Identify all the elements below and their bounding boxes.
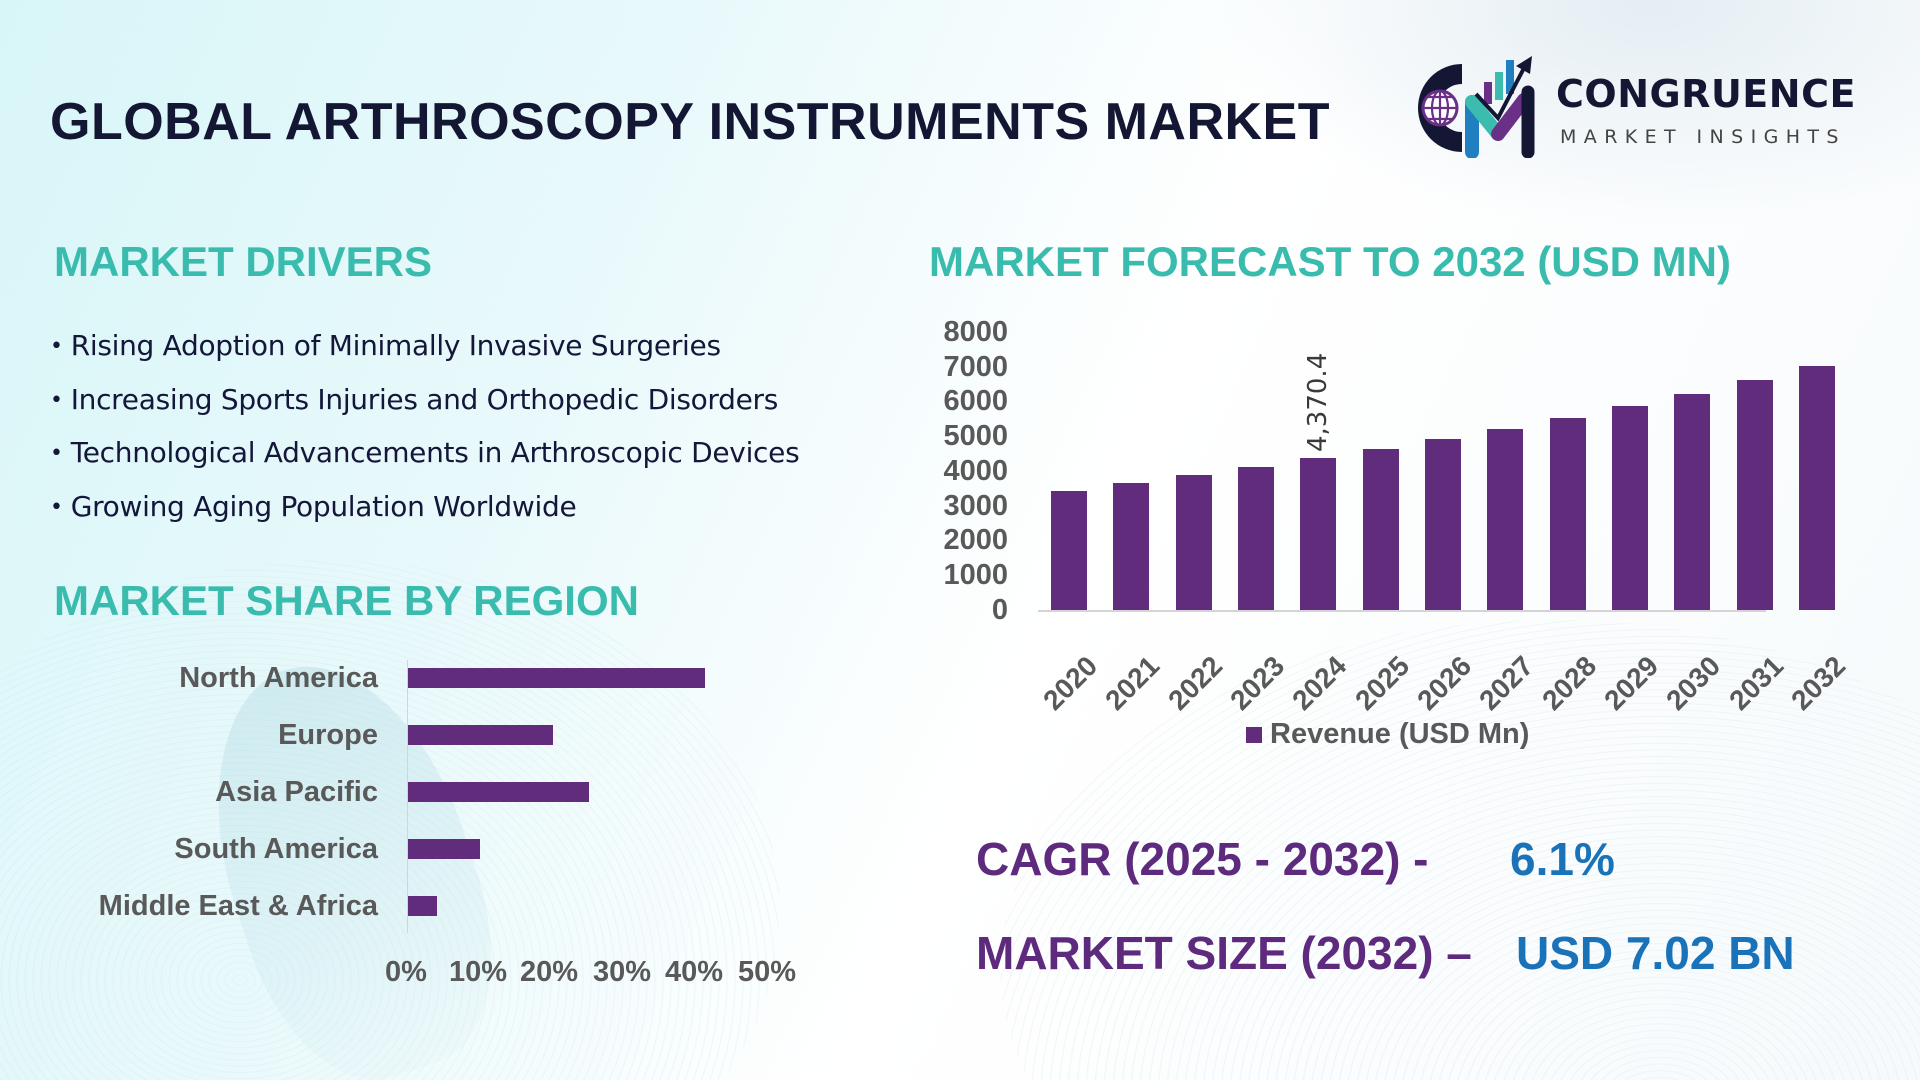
x-tick-label: 40% [665,956,724,988]
x-tick-label: 20% [520,956,579,988]
region-bar [408,782,589,802]
cm-globe-chart-logo-icon [1418,56,1535,158]
x-tick-label: 2025 [1348,650,1415,716]
page-title: GLOBAL ARTHROSCOPY INSTRUMENTS MARKET [50,93,1331,151]
x-tick-label: 0% [385,956,427,988]
bullet-icon: • [50,494,63,520]
y-tick-label: 2000 [943,524,1008,556]
market-size-value: USD 7.02 BN [1516,927,1795,979]
forecast-bar-chart: 8000 7000 6000 5000 4000 3000 2000 1000 … [920,300,1880,760]
x-tick-label: 2020 [1037,650,1104,716]
market-size-label: MARKET SIZE (2032) – [976,927,1472,979]
chart-legend: Revenue (USD Mn) [1246,718,1529,751]
forecast-bar [1487,429,1524,610]
x-tick-label: 2022 [1161,650,1228,716]
x-tick-label: 2028 [1535,650,1602,716]
data-label: 4,370.4 [1303,352,1334,453]
region-label: North America [179,662,378,694]
x-axis-line [1038,610,1766,612]
forecast-bar [1237,467,1274,610]
x-tick-label: 2029 [1598,650,1665,716]
forecast-bar [1549,418,1586,610]
legend-swatch [1246,726,1262,743]
y-tick-label: 1000 [943,559,1008,591]
region-bar [408,839,481,859]
forecast-bar [1113,483,1150,610]
cagr-label: CAGR (2025 - 2032) - [976,833,1429,885]
x-tick-label: 10% [449,956,508,988]
bullet-icon: • [50,387,63,413]
region-share-chart: North America Europe Asia Pacific South … [0,640,900,1000]
driver-text: Increasing Sports Injuries and Orthopedi… [70,382,779,416]
forecast-bar [1300,458,1337,610]
region-label: Europe [278,719,378,751]
x-tick-label: 30% [593,956,652,988]
driver-text: Rising Adoption of Minimally Invasive Su… [70,329,721,362]
x-tick-label: 2021 [1099,650,1166,716]
region-row: Europe [0,719,900,751]
forecast-bar [1175,475,1212,610]
x-tick-label: 2032 [1785,650,1852,716]
market-share-heading: MARKET SHARE BY REGION [54,577,639,624]
region-bar [408,668,705,688]
driver-item: • Technological Advancements in Arthrosco… [50,433,800,487]
x-tick-label: 2030 [1660,650,1727,716]
x-tick-label: 50% [738,956,797,988]
x-tick-label: 2026 [1411,650,1478,716]
y-tick-label: 0 [991,594,1008,626]
region-row: South America [0,833,900,865]
y-tick-label: 4000 [943,455,1008,487]
region-label: Asia Pacific [215,776,378,808]
x-tick-label: 2024 [1286,650,1353,716]
legend-label: Revenue (USD Mn) [1270,718,1530,750]
forecast-bar [1051,491,1087,610]
market-forecast-heading: MARKET FORECAST TO 2032 (USD MN) [929,238,1731,285]
forecast-bar [1611,406,1648,610]
bullet-icon: • [50,334,63,359]
region-row: North America [0,662,900,694]
region-axis-line [407,660,408,933]
y-tick-label: 5000 [943,420,1008,452]
x-tick-label: 2031 [1722,650,1789,716]
brand-tagline: MARKET INSIGHTS [1560,126,1846,148]
driver-text: Growing Aging Population Worldwide [70,489,577,523]
region-bar [408,896,437,916]
region-label: South America [174,833,378,865]
y-tick-label: 7000 [943,351,1008,383]
x-tick-label: 2027 [1473,650,1540,716]
x-tick-label: 2023 [1224,650,1291,716]
forecast-bar [1798,366,1835,610]
brand-name: CONGRUENCE [1556,72,1856,116]
forecast-bar [1424,439,1461,610]
region-bar [408,725,553,745]
forecast-bar [1736,380,1773,610]
y-tick-label: 8000 [943,316,1008,348]
driver-text: Technological Advancements in Arthroscop… [70,436,800,469]
forecast-bar [1362,449,1399,610]
y-tick-label: 6000 [943,385,1008,417]
driver-item: • Growing Aging Population Worldwide [50,487,799,541]
market-drivers-heading: MARKET DRIVERS [54,238,433,285]
bullet-icon: • [50,441,63,466]
cagr-value: 6.1% [1510,833,1615,885]
y-tick-label: 3000 [943,490,1008,522]
driver-item: • Increasing Sports Injuries and Orthoped… [50,380,799,434]
region-row: Asia Pacific [0,776,900,808]
region-label: Middle East & Africa [98,890,378,922]
brand-logo: CONGRUENCE MARKET INSIGHTS [1400,52,1870,158]
market-drivers-list: • Rising Adoption of Minimally Invasive S… [50,326,800,541]
region-row: Middle East & Africa [0,890,900,922]
driver-item: • Rising Adoption of Minimally Invasive S… [50,326,799,380]
forecast-bar [1674,394,1711,610]
